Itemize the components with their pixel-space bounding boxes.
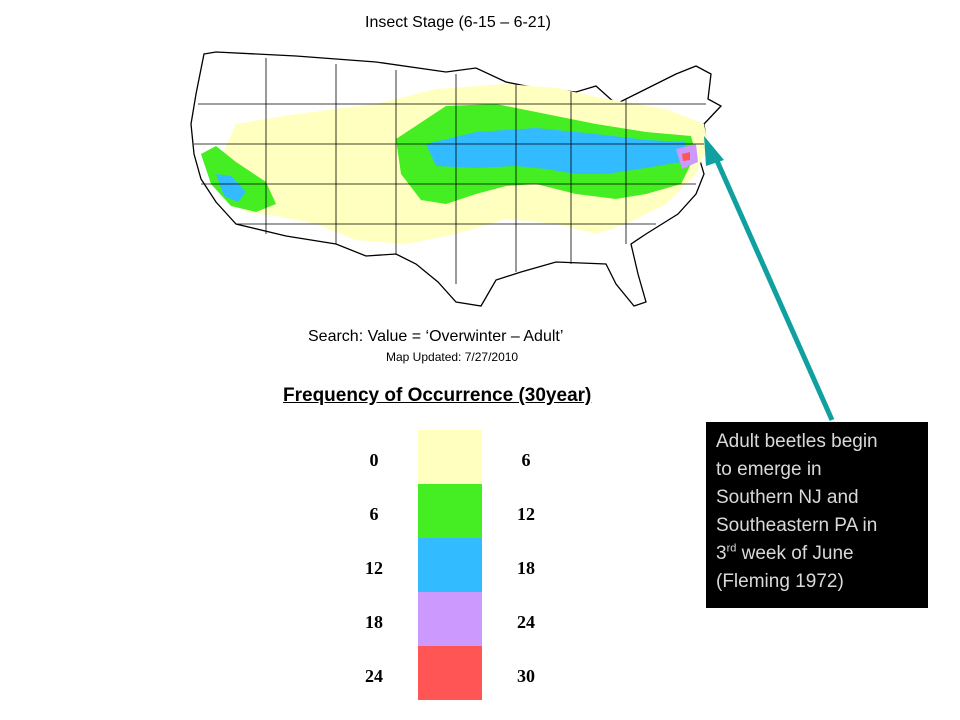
us-map [190, 51, 723, 307]
legend-swatch [418, 430, 482, 484]
search-label: Search: Value = ‘Overwinter – Adult’ [308, 328, 564, 345]
state-borders [194, 58, 706, 284]
callout-box: Adult beetles begin to emerge in Souther… [706, 422, 928, 608]
frequency-zones [201, 84, 708, 244]
legend-title: Frequency of Occurrence (30year) [283, 385, 592, 406]
legend-swatch [418, 538, 482, 592]
callout-line: Adult beetles begin [716, 431, 878, 452]
callout-line: Southeastern PA in [716, 515, 878, 536]
zone-12-18 [426, 128, 686, 174]
callout-line: (Fleming 1972) [716, 571, 844, 592]
legend-high-value: 24 [517, 612, 535, 632]
callout-week-text: week of June [736, 543, 854, 564]
legend-high-value: 18 [517, 558, 535, 578]
callout-line: to emerge in [716, 459, 822, 480]
legend-low-value: 0 [369, 450, 379, 470]
frequency-legend: 0 6 6 12 12 18 18 24 24 30 [340, 430, 560, 700]
zone-24-30 [682, 152, 690, 161]
legend-swatch [418, 646, 482, 700]
legend-row-24-30: 24 30 [340, 646, 560, 700]
legend-row-6-12: 6 12 [340, 484, 560, 538]
legend-high-value: 6 [521, 450, 531, 470]
legend-low-value: 6 [369, 504, 379, 524]
legend-low-value: 12 [365, 558, 383, 578]
legend-high-value: 12 [517, 504, 535, 524]
map-updated-date: Map Updated: 7/27/2010 [386, 350, 519, 364]
zone-6-12-west [201, 146, 276, 212]
legend-row-18-24: 18 24 [340, 592, 560, 646]
legend-low-value: 18 [365, 612, 383, 632]
legend-swatch [418, 484, 482, 538]
map-title: Insect Stage (6-15 – 6-21) [365, 14, 551, 31]
callout-line: 3rd week of June [716, 540, 924, 568]
legend-swatch [418, 592, 482, 646]
callout-line: Southern NJ and [716, 487, 859, 508]
legend-row-0-6: 0 6 [340, 430, 560, 484]
callout-ordinal: 3 [716, 543, 727, 564]
legend-row-12-18: 12 18 [340, 538, 560, 592]
legend-high-value: 30 [517, 666, 535, 686]
legend-low-value: 24 [365, 666, 383, 686]
callout-ordinal-suffix: rd [726, 542, 737, 555]
zone-12-18-west [216, 174, 246, 202]
